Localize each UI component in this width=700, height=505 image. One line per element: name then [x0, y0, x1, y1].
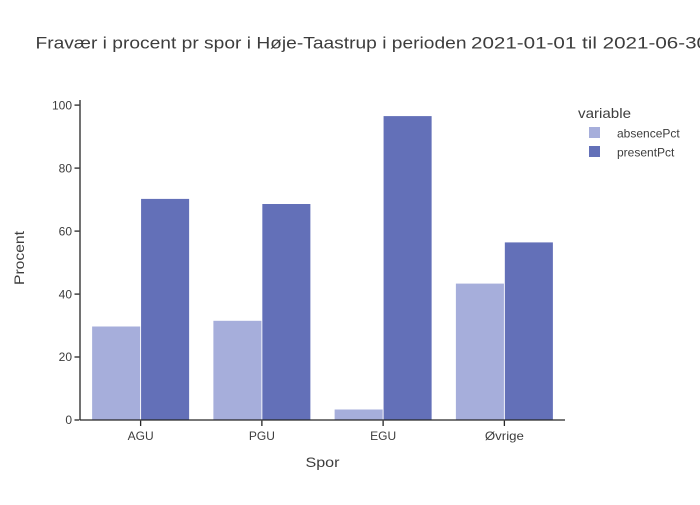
svg-text:absencePct: absencePct	[617, 127, 680, 141]
svg-text:Øvrige: Øvrige	[485, 429, 524, 443]
svg-text:100: 100	[52, 98, 72, 112]
svg-text:PGU: PGU	[249, 429, 275, 443]
svg-text:variable: variable	[578, 105, 631, 121]
svg-text:AGU: AGU	[128, 429, 154, 443]
svg-text:presentPct: presentPct	[617, 146, 675, 160]
svg-text:Spor: Spor	[306, 454, 340, 470]
svg-text:Fravær i procent pr spor i Høj: Fravær i procent pr spor i Høje-Taastrup…	[36, 34, 467, 53]
svg-text:Procent: Procent	[11, 231, 27, 285]
svg-text:0: 0	[65, 413, 72, 427]
svg-text:2021-01-01 til 2021-06-30: 2021-01-01 til 2021-06-30	[471, 34, 700, 53]
svg-text:20: 20	[59, 350, 73, 364]
svg-text:80: 80	[59, 161, 73, 175]
svg-text:EGU: EGU	[370, 429, 396, 443]
svg-text:40: 40	[59, 287, 73, 301]
svg-text:60: 60	[59, 224, 73, 238]
